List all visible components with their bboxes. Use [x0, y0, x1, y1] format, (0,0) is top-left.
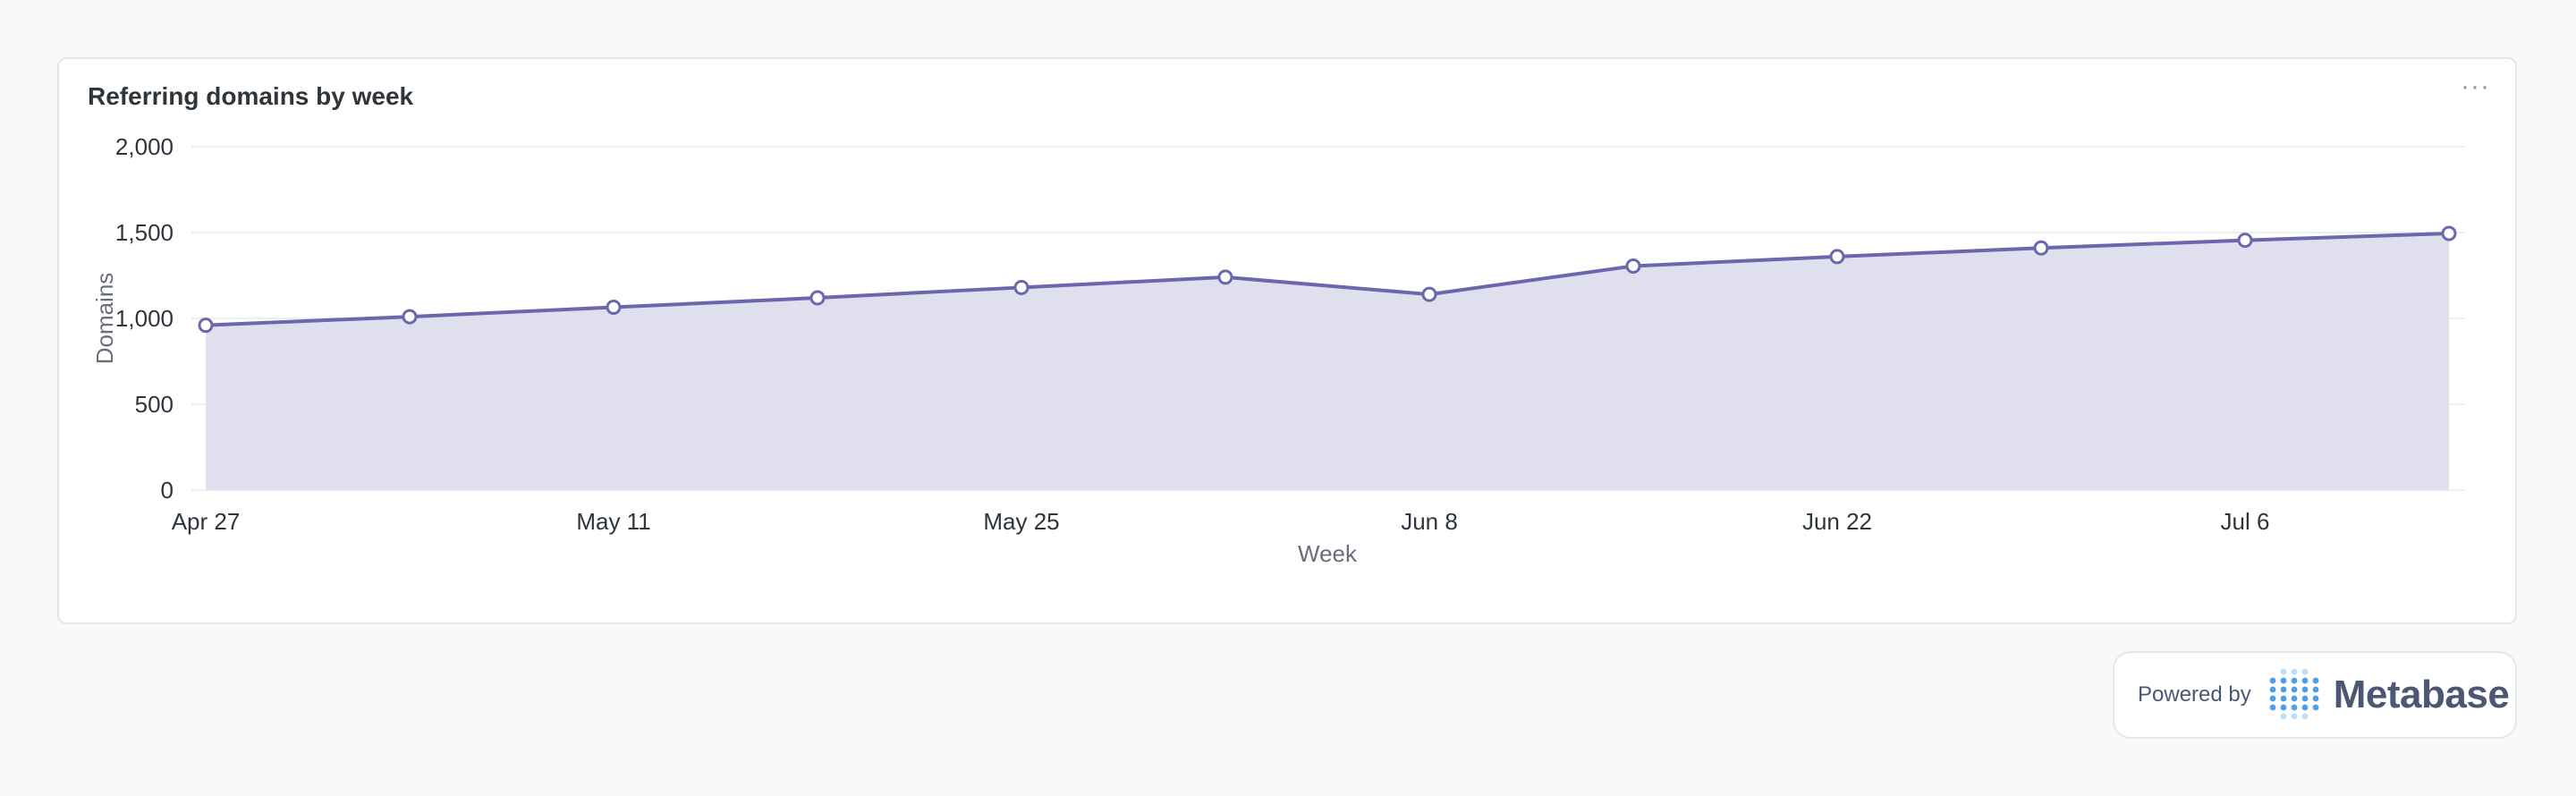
- logo-dot: [2301, 668, 2309, 675]
- x-tick-label: Jul 6: [2221, 508, 2270, 535]
- logo-dot: [2291, 704, 2298, 711]
- data-point[interactable]: [402, 309, 418, 325]
- data-point[interactable]: [1829, 249, 1845, 265]
- x-axis-ticks: Apr 27 May 11 May 25 Jun 8 Jun 22 Jul 6: [172, 508, 2270, 535]
- y-axis-ticks: 0 500 1,000 1,500 2,000: [115, 133, 174, 504]
- logo-dot: [2280, 686, 2287, 693]
- logo-dot: [2301, 695, 2309, 702]
- logo-dot: [2269, 686, 2276, 693]
- powered-by-badge[interactable]: Powered by Metabase: [2113, 651, 2517, 739]
- x-tick-label: Apr 27: [172, 508, 241, 535]
- metabase-brand-name: Metabase: [2333, 673, 2510, 716]
- logo-dot: [2291, 677, 2298, 684]
- logo-dot: [2301, 704, 2309, 711]
- logo-dot: [2280, 713, 2287, 720]
- x-tick-label: May 11: [576, 508, 650, 535]
- y-tick-label: 1,000: [115, 305, 174, 332]
- logo-dot: [2312, 695, 2319, 702]
- logo-dot: [2312, 686, 2319, 693]
- logo-dot: [2291, 686, 2298, 693]
- data-points: [198, 225, 2457, 334]
- data-point[interactable]: [2441, 225, 2457, 241]
- data-point[interactable]: [606, 300, 622, 316]
- logo-dot: [2312, 677, 2319, 684]
- data-point[interactable]: [1421, 286, 1437, 302]
- y-tick-label: 0: [161, 477, 174, 504]
- y-tick-label: 1,500: [115, 219, 174, 246]
- y-axis-title: Domains: [91, 273, 118, 365]
- logo-dot: [2280, 704, 2287, 711]
- logo-dot: [2301, 686, 2309, 693]
- y-tick-label: 500: [135, 391, 174, 418]
- logo-dot: [2280, 677, 2287, 684]
- logo-dot: [2301, 677, 2309, 684]
- logo-dot: [2280, 668, 2287, 675]
- data-point[interactable]: [1625, 258, 1641, 274]
- data-point[interactable]: [198, 318, 214, 334]
- data-point[interactable]: [1013, 279, 1030, 295]
- logo-dot: [2269, 677, 2276, 684]
- x-tick-label: Jun 8: [1401, 508, 1458, 535]
- powered-by-text: Powered by: [2138, 682, 2251, 707]
- x-tick-label: May 25: [983, 508, 1059, 535]
- metabase-logo-icon: [2269, 668, 2319, 720]
- logo-dot: [2269, 704, 2276, 711]
- logo-dot: [2269, 695, 2276, 702]
- ellipsis-icon[interactable]: ···: [2461, 72, 2490, 101]
- x-axis-title: Week: [1298, 540, 1358, 567]
- logo-dot: [2291, 695, 2298, 702]
- y-tick-label: 2,000: [115, 133, 174, 160]
- series-line: [205, 231, 2450, 327]
- data-point[interactable]: [809, 290, 826, 306]
- logo-dot: [2291, 668, 2298, 675]
- data-point[interactable]: [1217, 269, 1233, 285]
- card-title: Referring domains by week: [88, 82, 414, 110]
- logo-dot: [2280, 695, 2287, 702]
- x-tick-label: Jun 22: [1802, 508, 1872, 535]
- data-point[interactable]: [2033, 240, 2049, 256]
- logo-dot: [2312, 704, 2319, 711]
- logo-dot: [2301, 713, 2309, 720]
- area-layer: [205, 231, 2450, 490]
- logo-dot: [2291, 713, 2298, 720]
- series-area: [206, 233, 2449, 490]
- data-point[interactable]: [2237, 233, 2253, 249]
